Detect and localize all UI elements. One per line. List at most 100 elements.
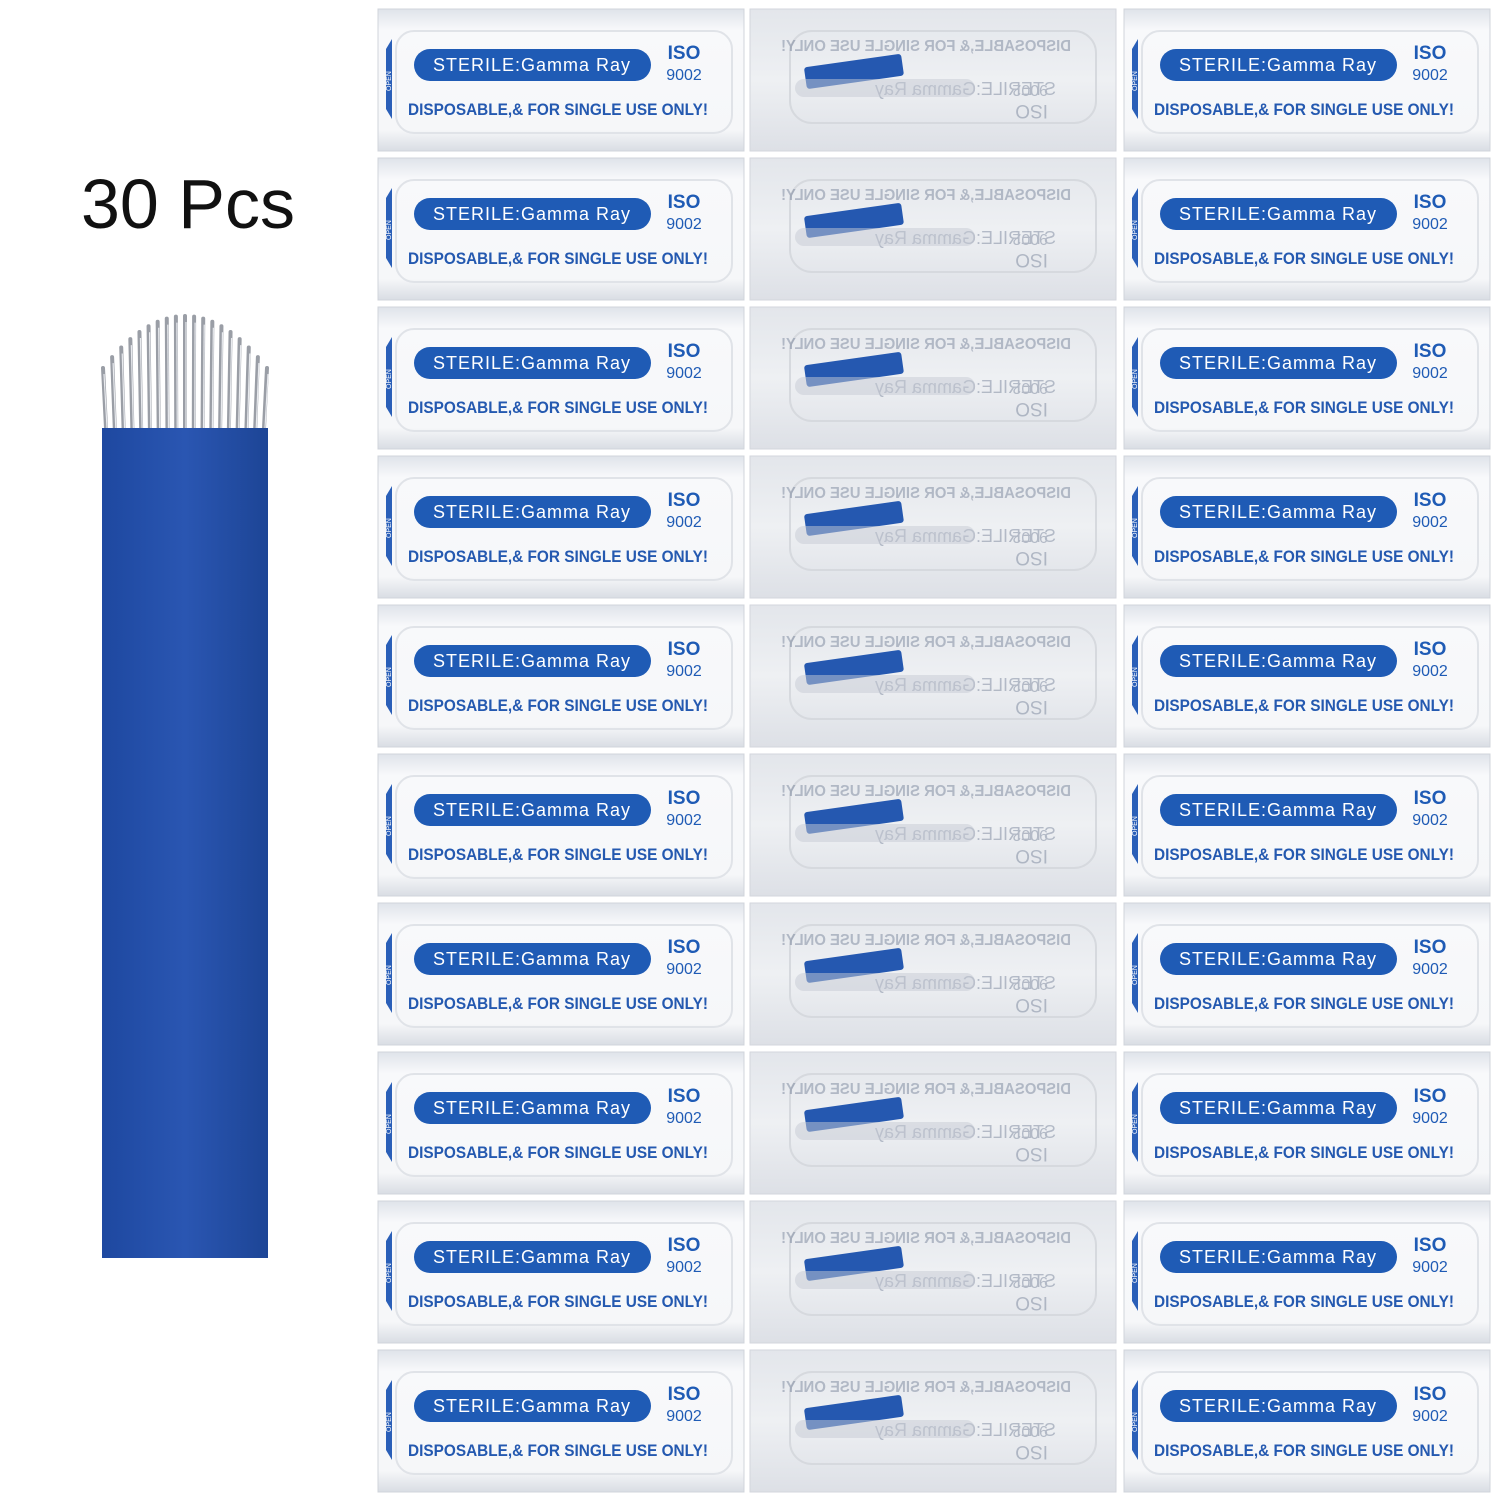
iso-label: ISO (668, 490, 701, 511)
mirrored-iso: ISO (1015, 994, 1048, 1015)
mirrored-notice: DISPOSABLE,& FOR SINGLE USE ONLY! (781, 485, 1071, 502)
sterile-label: STERILE:Gamma Ray (1179, 55, 1377, 75)
iso-number: 9002 (666, 961, 702, 978)
notice: DISPOSABLE,& FOR SINGLE USE ONLY! (1154, 1292, 1454, 1311)
iso-number: 9002 (1412, 812, 1448, 829)
sterile-label: STERILE:Gamma Ray (1179, 949, 1377, 969)
needle-shine (168, 325, 169, 428)
notice: DISPOSABLE,& FOR SINGLE USE ONLY! (1154, 398, 1454, 417)
sterile-label: STERILE:Gamma Ray (1179, 651, 1377, 671)
open-label: OPEN (1132, 667, 1139, 687)
iso-label: ISO (668, 788, 701, 809)
mirrored-notice: DISPOSABLE,& FOR SINGLE USE ONLY! (781, 38, 1071, 55)
mirrored-iso-number: 9002 (1012, 230, 1048, 247)
blade-shadow (795, 973, 975, 991)
mirrored-iso-number: 9002 (1012, 677, 1048, 694)
mirrored-iso: ISO (1015, 100, 1048, 121)
iso-number: 9002 (1412, 67, 1448, 84)
notice: DISPOSABLE,& FOR SINGLE USE ONLY! (1154, 994, 1454, 1013)
mirrored-notice: DISPOSABLE,& FOR SINGLE USE ONLY! (781, 1081, 1071, 1098)
mirrored-notice: DISPOSABLE,& FOR SINGLE USE ONLY! (781, 634, 1071, 651)
notice: DISPOSABLE,& FOR SINGLE USE ONLY! (408, 100, 708, 119)
notice: DISPOSABLE,& FOR SINGLE USE ONLY! (1154, 547, 1454, 566)
iso-label: ISO (668, 341, 701, 362)
mirrored-notice: DISPOSABLE,& FOR SINGLE USE ONLY! (781, 1379, 1071, 1396)
mirrored-iso-number: 9002 (1012, 81, 1048, 98)
packet-back: DISPOSABLE,& FOR SINGLE USE ONLY!STERILE… (750, 9, 1116, 151)
mirrored-iso-number: 9002 (1012, 379, 1048, 396)
notice: DISPOSABLE,& FOR SINGLE USE ONLY! (408, 1441, 708, 1460)
mirrored-notice: DISPOSABLE,& FOR SINGLE USE ONLY! (781, 187, 1071, 204)
iso-number: 9002 (1412, 365, 1448, 382)
iso-number: 9002 (666, 1259, 702, 1276)
blade-shadow (795, 1122, 975, 1140)
iso-label: ISO (1414, 639, 1447, 660)
packet-back: DISPOSABLE,& FOR SINGLE USE ONLY!STERILE… (750, 307, 1116, 449)
packet-back: DISPOSABLE,& FOR SINGLE USE ONLY!STERILE… (750, 456, 1116, 598)
iso-number: 9002 (666, 812, 702, 829)
sterile-label: STERILE:Gamma Ray (1179, 800, 1377, 820)
iso-label: ISO (1414, 937, 1447, 958)
packet-front: STERILE:Gamma Ray ISO 9002 DISPOSABLE,& FOR… (378, 1350, 744, 1492)
iso-number: 9002 (1412, 216, 1448, 233)
iso-label: ISO (1414, 490, 1447, 511)
sterile-label: STERILE:Gamma Ray (1179, 502, 1377, 522)
sterile-label: STERILE:Gamma Ray (433, 800, 631, 820)
notice: DISPOSABLE,& FOR SINGLE USE ONLY! (1154, 1441, 1454, 1460)
packet-back: DISPOSABLE,& FOR SINGLE USE ONLY!STERILE… (750, 1052, 1116, 1194)
open-label: OPEN (1132, 816, 1139, 836)
notice: DISPOSABLE,& FOR SINGLE USE ONLY! (1154, 1143, 1454, 1162)
open-label: OPEN (386, 518, 393, 538)
mirrored-notice: DISPOSABLE,& FOR SINGLE USE ONLY! (781, 932, 1071, 949)
iso-label: ISO (1414, 1086, 1447, 1107)
iso-label: ISO (668, 1384, 701, 1405)
notice: DISPOSABLE,& FOR SINGLE USE ONLY! (408, 398, 708, 417)
open-label: OPEN (1132, 71, 1139, 91)
open-label: OPEN (386, 369, 393, 389)
mirrored-iso: ISO (1015, 1143, 1048, 1164)
iso-label: ISO (1414, 1235, 1447, 1256)
title: 30 Pcs (81, 165, 295, 243)
notice: DISPOSABLE,& FOR SINGLE USE ONLY! (408, 994, 708, 1013)
sterile-label: STERILE:Gamma Ray (433, 353, 631, 373)
blade-shadow (795, 377, 975, 395)
open-label: OPEN (1132, 220, 1139, 240)
mirrored-notice: DISPOSABLE,& FOR SINGLE USE ONLY! (781, 1230, 1071, 1247)
sterile-label: STERILE:Gamma Ray (433, 1396, 631, 1416)
iso-number: 9002 (666, 663, 702, 680)
blade-shadow (795, 1420, 975, 1438)
notice: DISPOSABLE,& FOR SINGLE USE ONLY! (1154, 249, 1454, 268)
iso-number: 9002 (666, 514, 702, 531)
iso-label: ISO (668, 1235, 701, 1256)
notice: DISPOSABLE,& FOR SINGLE USE ONLY! (408, 1143, 708, 1162)
sterile-label: STERILE:Gamma Ray (433, 949, 631, 969)
blade-shadow (795, 228, 975, 246)
iso-label: ISO (1414, 43, 1447, 64)
open-label: OPEN (386, 965, 393, 985)
blade (102, 428, 268, 1258)
sterile-label: STERILE:Gamma Ray (1179, 1098, 1377, 1118)
mirrored-iso-number: 9002 (1012, 528, 1048, 545)
mirrored-iso-number: 9002 (1012, 1273, 1048, 1290)
blade-shadow (795, 824, 975, 842)
sterile-label: STERILE:Gamma Ray (1179, 1247, 1377, 1267)
mirrored-iso: ISO (1015, 1292, 1048, 1313)
mirrored-notice: DISPOSABLE,& FOR SINGLE USE ONLY! (781, 336, 1071, 353)
iso-number: 9002 (666, 1408, 702, 1425)
open-label: OPEN (1132, 965, 1139, 985)
mirrored-iso: ISO (1015, 398, 1048, 419)
open-label: OPEN (386, 816, 393, 836)
open-label: OPEN (1132, 1412, 1139, 1432)
